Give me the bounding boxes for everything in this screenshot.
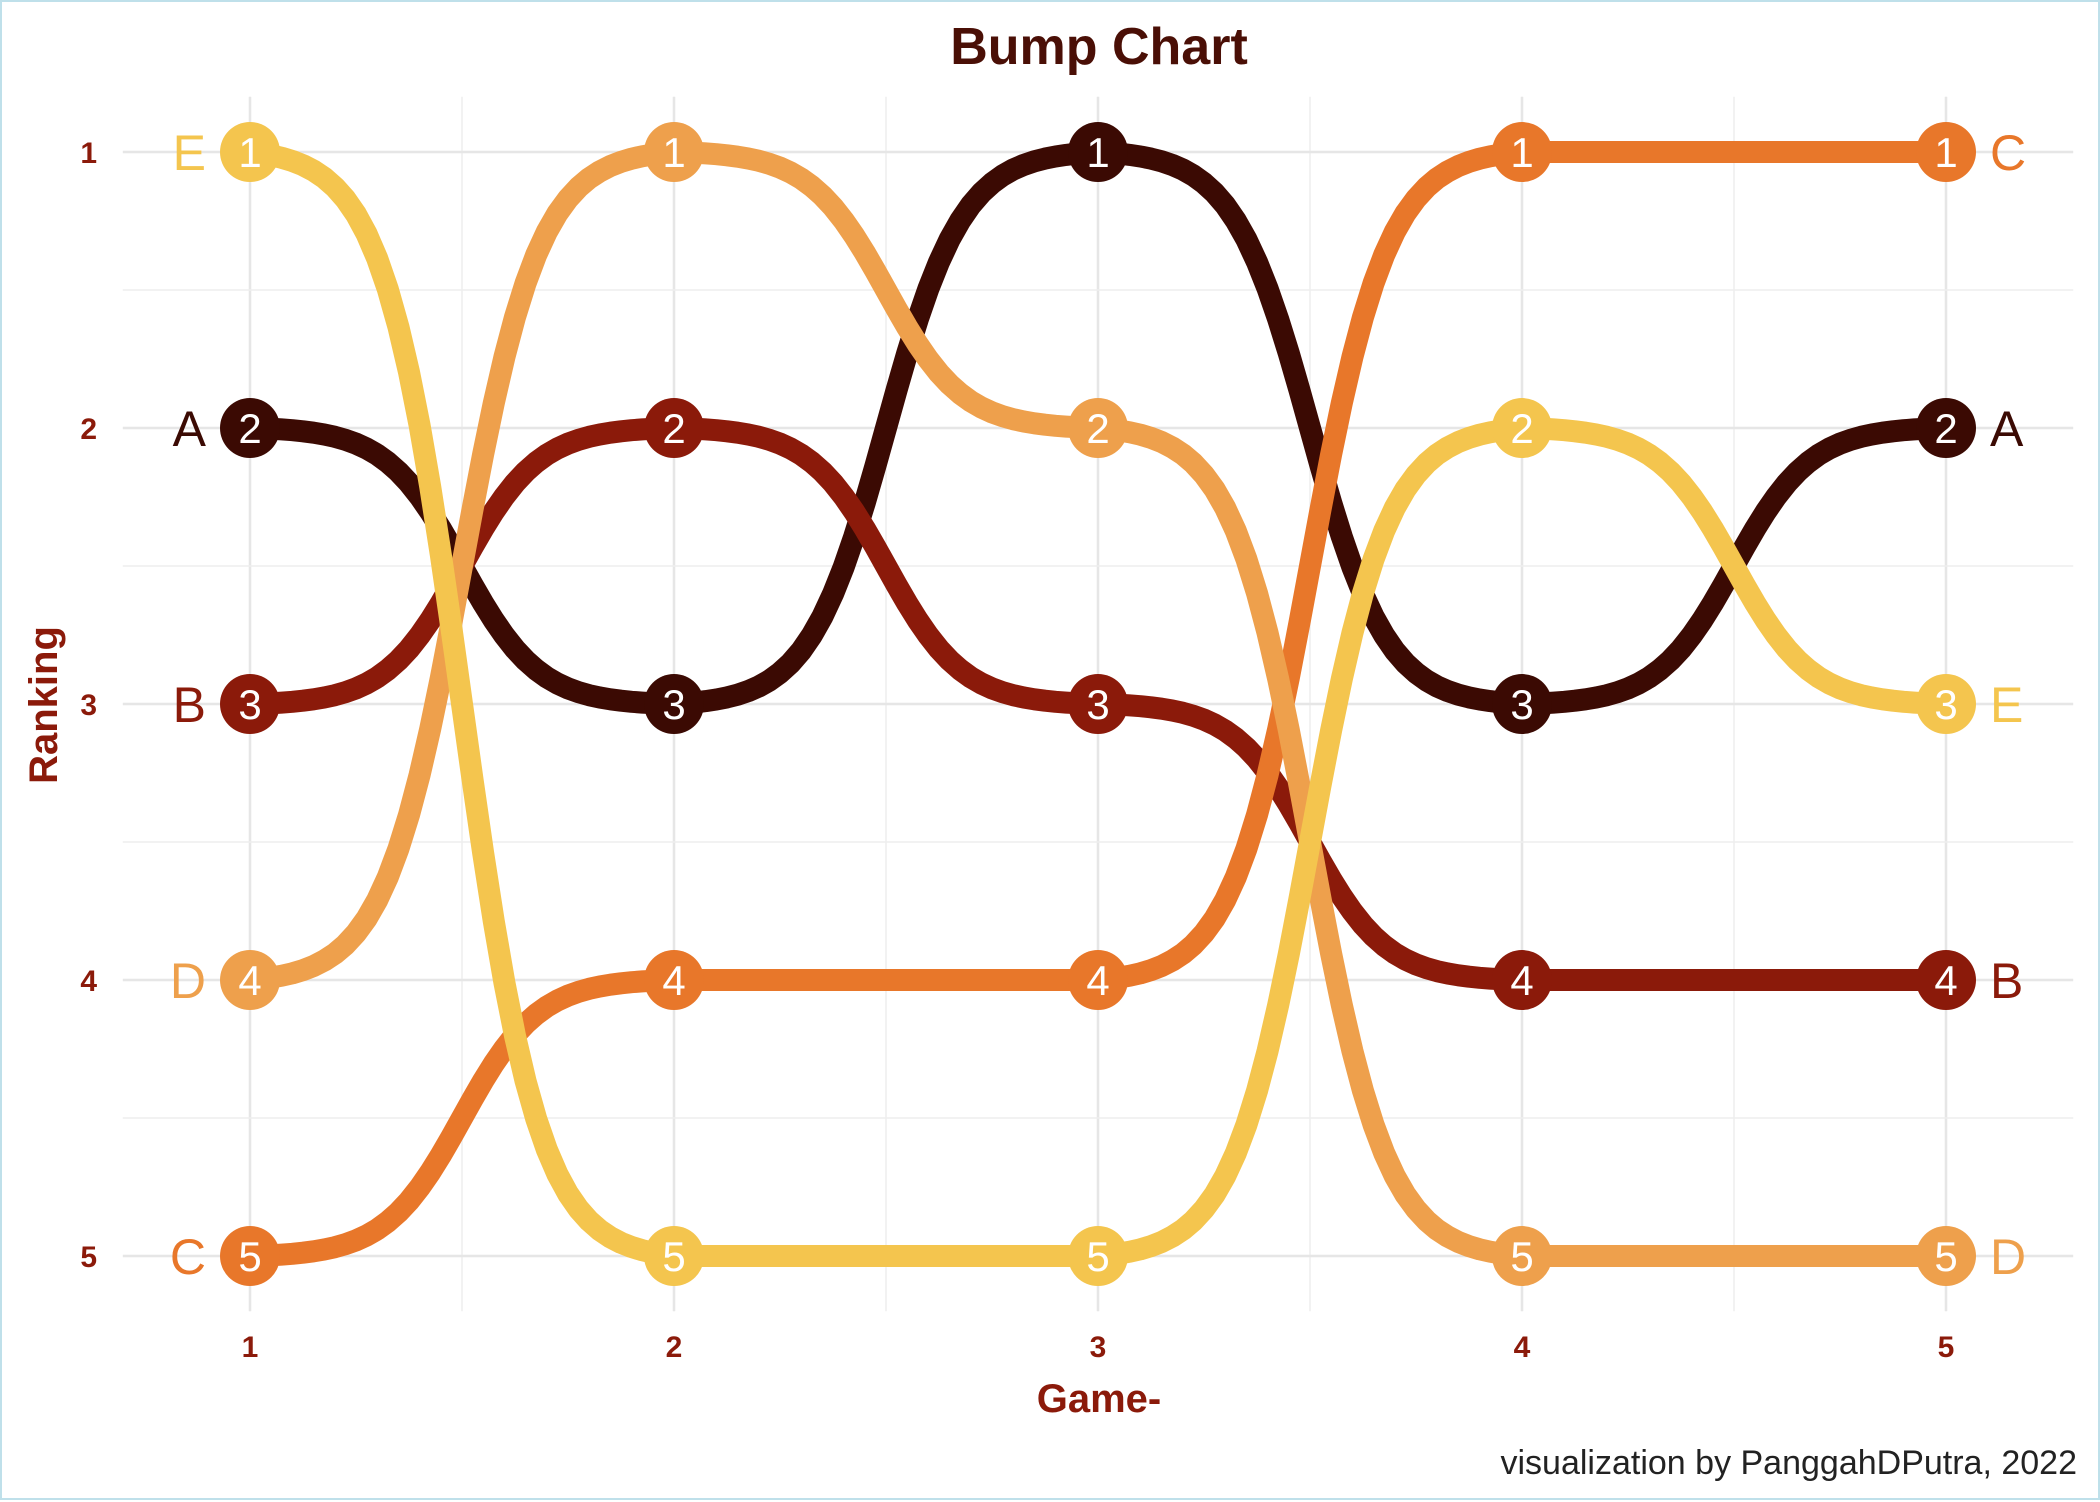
series-start-label-C: C	[170, 1229, 206, 1285]
point-rank-label: 1	[1934, 129, 1957, 176]
series-point-C	[1492, 122, 1552, 182]
series-end-label-C: C	[1990, 125, 2026, 181]
point-rank-label: 4	[238, 957, 261, 1004]
point-rank-label: 4	[1934, 957, 1957, 1004]
series-start-label-A: A	[173, 401, 207, 457]
series-point-C	[644, 950, 704, 1010]
series-point-A	[220, 398, 280, 458]
series-point-E	[1492, 398, 1552, 458]
series-point-C	[220, 1226, 280, 1286]
point-rank-label: 3	[238, 681, 261, 728]
point-rank-label: 5	[662, 1233, 685, 1280]
series-points: 2 3 1 3 2 3 2 3 4 4 5 4 4 1 1 4 1 2 5 5 1 5 5 2 3	[220, 122, 1976, 1286]
series-end-label-A: A	[1990, 401, 2024, 457]
series-point-A	[1492, 674, 1552, 734]
point-rank-label: 5	[1086, 1233, 1109, 1280]
point-rank-label: 1	[662, 129, 685, 176]
series-point-B	[1068, 674, 1128, 734]
point-rank-label: 3	[1086, 681, 1109, 728]
x-tick-label: 2	[666, 1331, 683, 1364]
point-rank-label: 3	[662, 681, 685, 728]
series-point-D	[220, 950, 280, 1010]
series-point-B	[644, 398, 704, 458]
series-point-B	[220, 674, 280, 734]
series-point-C	[1916, 122, 1976, 182]
point-rank-label: 5	[1510, 1233, 1533, 1280]
y-tick-label: 5	[80, 1241, 97, 1274]
y-axis-title: Ranking	[22, 626, 66, 784]
series-point-E	[1916, 674, 1976, 734]
y-tick-label: 2	[80, 413, 97, 446]
series-end-label-D: D	[1990, 1229, 2026, 1285]
point-rank-label: 5	[1934, 1233, 1957, 1280]
y-tick-label: 4	[80, 965, 97, 998]
point-rank-label: 5	[238, 1233, 261, 1280]
series-point-D	[1068, 398, 1128, 458]
x-tick-label: 4	[1514, 1331, 1531, 1364]
series-end-label-E: E	[1990, 677, 2023, 733]
point-rank-label: 4	[1510, 957, 1533, 1004]
series-point-B	[1492, 950, 1552, 1010]
series-point-D	[644, 122, 704, 182]
point-rank-label: 2	[1086, 405, 1109, 452]
series-end-label-B: B	[1990, 953, 2023, 1009]
y-tick-label: 3	[80, 689, 97, 722]
chart-title: Bump Chart	[950, 18, 1248, 76]
series-start-label-E: E	[173, 125, 206, 181]
x-tick-label: 3	[1090, 1331, 1107, 1364]
series-point-D	[1492, 1226, 1552, 1286]
series-end-labels: A A B B C C D D E E	[170, 125, 2026, 1285]
point-rank-label: 4	[1086, 957, 1109, 1004]
series-point-E	[644, 1226, 704, 1286]
x-tick-label: 1	[242, 1331, 259, 1364]
point-rank-label: 3	[1934, 681, 1957, 728]
chart-caption: visualization by PanggahDPutra, 2022	[1501, 1444, 2078, 1482]
series-start-label-B: B	[173, 677, 206, 733]
series-point-A	[1916, 398, 1976, 458]
series-start-label-D: D	[170, 953, 206, 1009]
point-rank-label: 2	[1510, 405, 1533, 452]
point-rank-label: 4	[662, 957, 685, 1004]
series-point-A	[1068, 122, 1128, 182]
series-point-E	[220, 122, 280, 182]
axis-ticks: 1 2 3 4 5 1 2 3 4 5	[80, 137, 1954, 1364]
y-tick-label: 1	[80, 137, 97, 170]
x-tick-label: 5	[1938, 1331, 1955, 1364]
series-point-C	[1068, 950, 1128, 1010]
series-point-B	[1916, 950, 1976, 1010]
series-point-E	[1068, 1226, 1128, 1286]
point-rank-label: 2	[238, 405, 261, 452]
point-rank-label: 1	[238, 129, 261, 176]
point-rank-label: 1	[1086, 129, 1109, 176]
point-rank-label: 3	[1510, 681, 1533, 728]
point-rank-label: 2	[1934, 405, 1957, 452]
series-point-A	[644, 674, 704, 734]
x-axis-title: Game-	[1037, 1377, 1162, 1421]
point-rank-label: 2	[662, 405, 685, 452]
series-point-D	[1916, 1226, 1976, 1286]
point-rank-label: 1	[1510, 129, 1533, 176]
